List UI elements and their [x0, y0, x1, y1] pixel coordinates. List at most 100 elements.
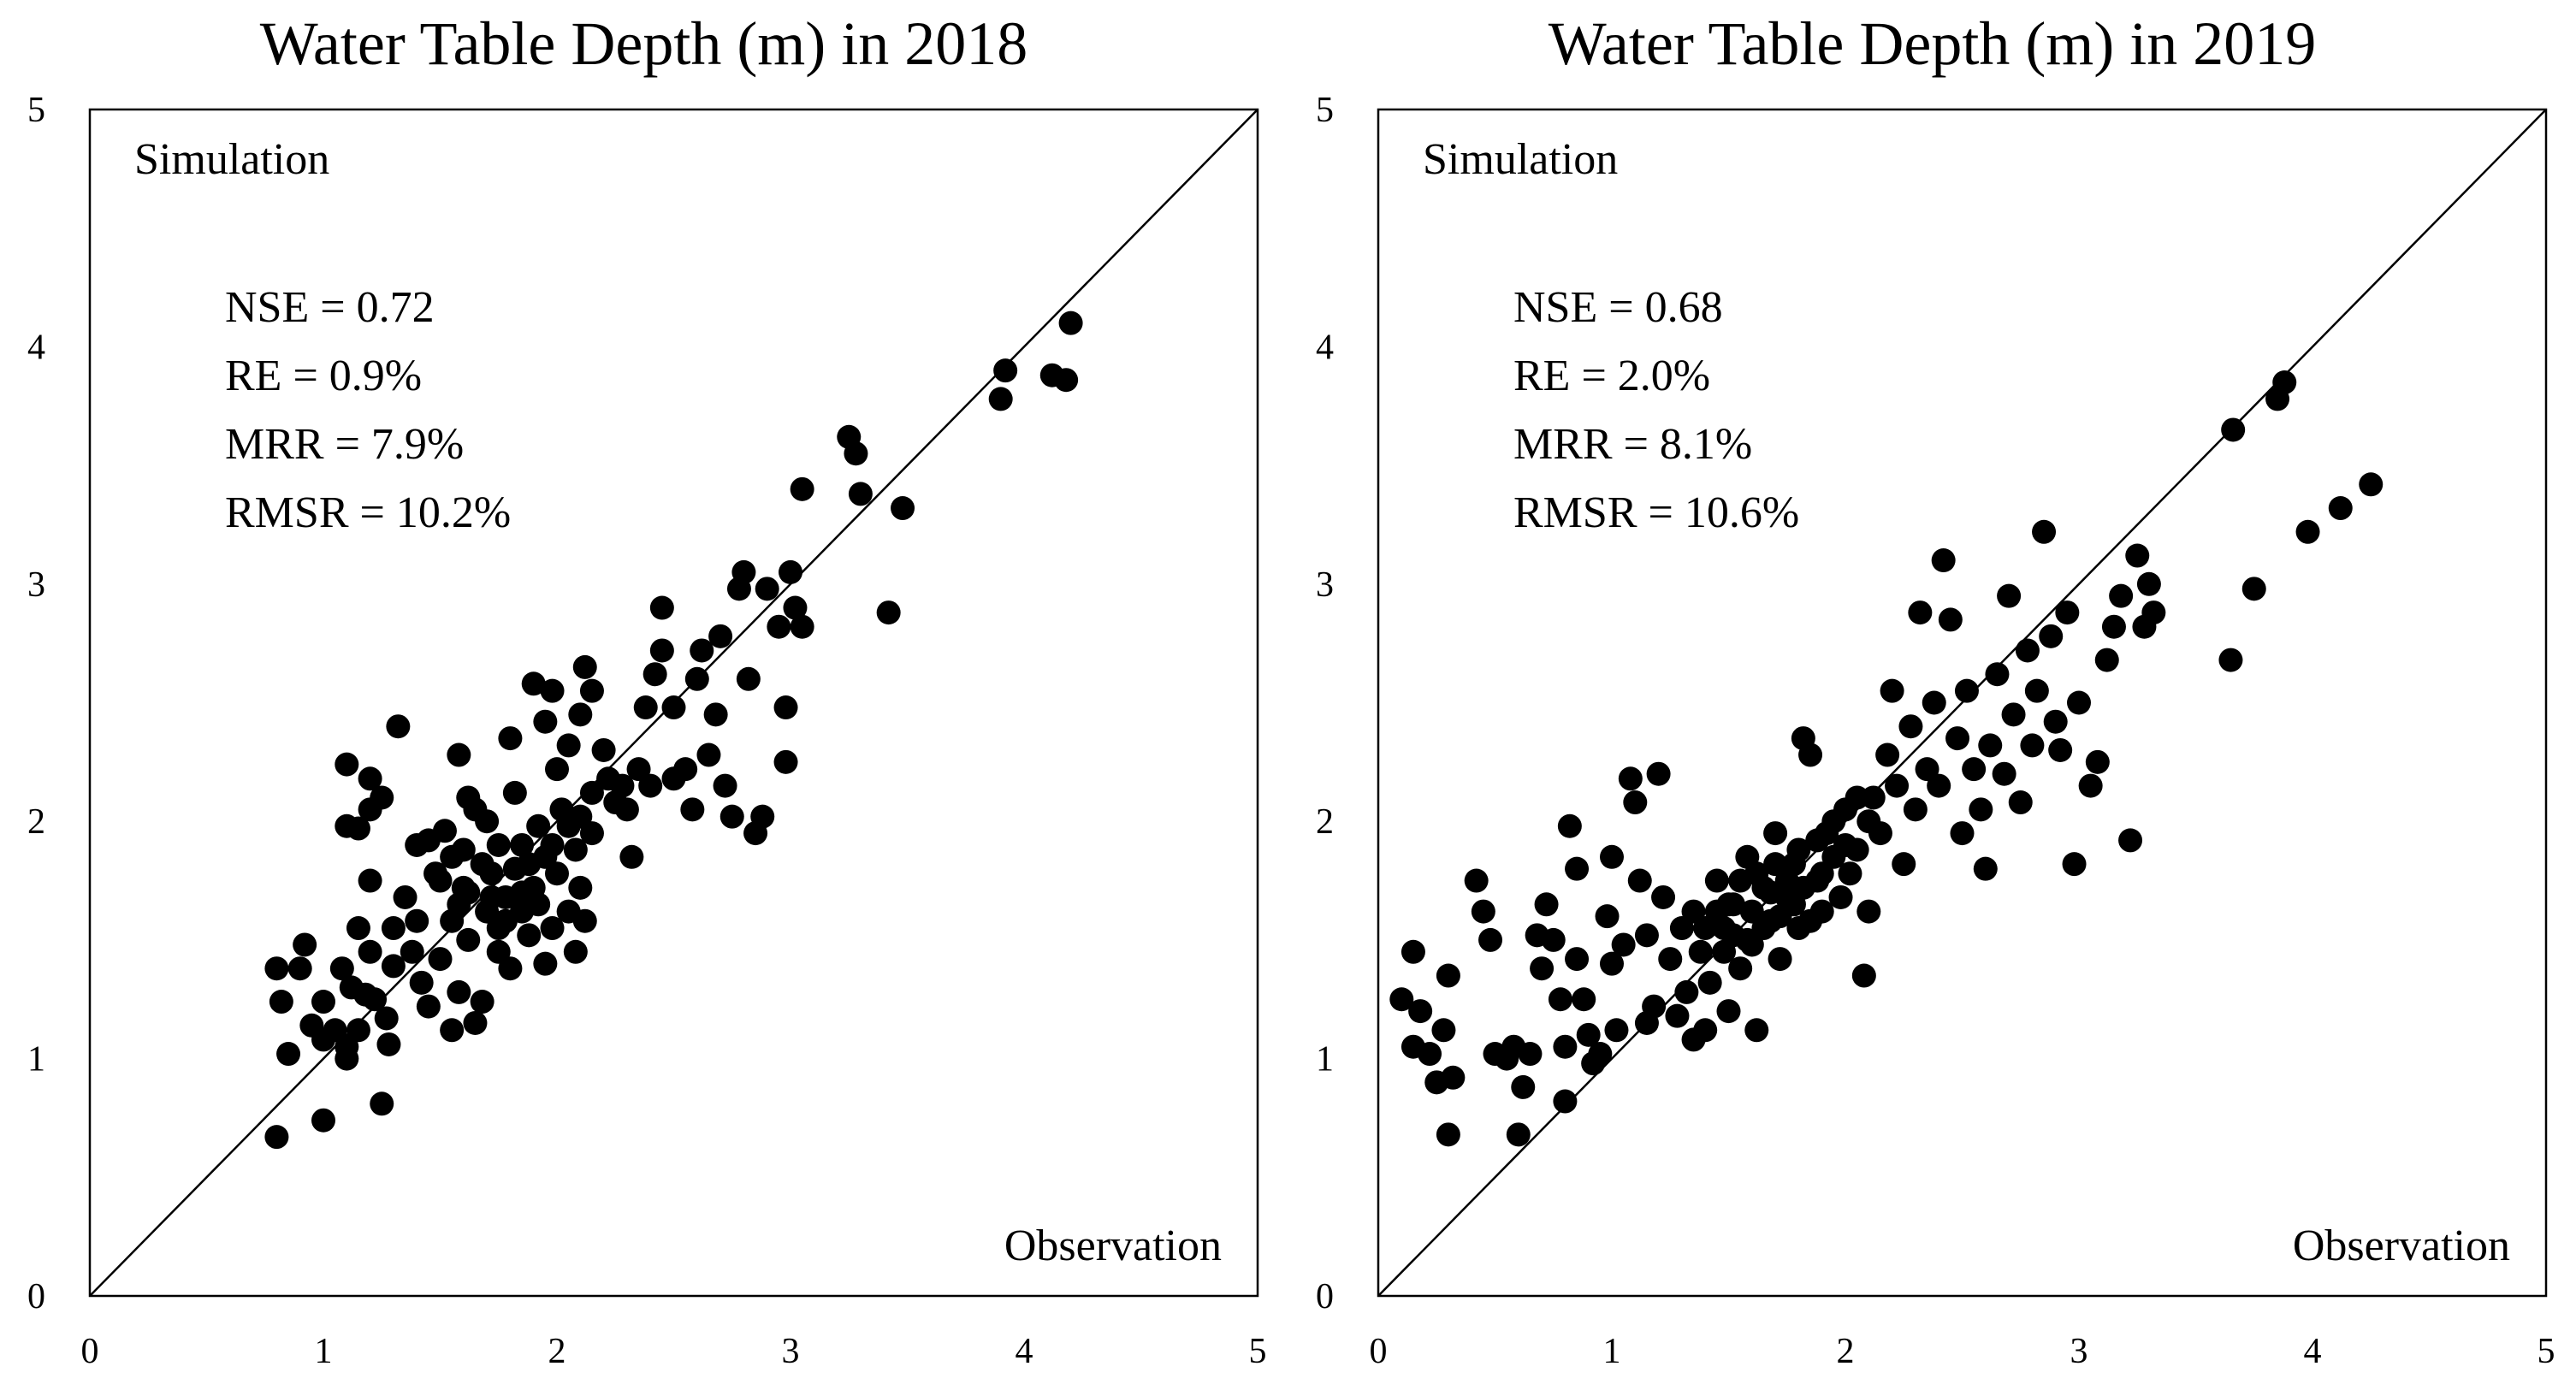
data-point — [470, 852, 494, 877]
data-point — [1892, 852, 1916, 877]
x-tick-label: 0 — [81, 1332, 99, 1371]
data-point — [1763, 852, 1788, 877]
data-point — [1945, 726, 1970, 751]
y-tick-label: 0 — [1316, 1277, 1334, 1316]
data-point — [2039, 624, 2064, 648]
data-point — [720, 804, 744, 829]
data-point — [988, 387, 1013, 411]
data-point — [844, 441, 868, 466]
data-point — [540, 678, 565, 703]
data-point — [2043, 709, 2068, 734]
data-point — [848, 482, 873, 506]
data-point — [1828, 884, 1853, 909]
data-point — [572, 908, 597, 933]
data-point — [591, 737, 616, 762]
data-point — [1728, 956, 1753, 981]
data-point — [386, 714, 411, 739]
data-point — [673, 757, 698, 782]
data-point — [783, 595, 808, 620]
data-point — [790, 614, 814, 639]
data-point — [696, 742, 721, 767]
data-point — [1436, 963, 1460, 988]
data-point — [463, 1010, 488, 1035]
data-point — [493, 908, 518, 933]
data-point — [563, 939, 588, 964]
data-point — [1418, 1042, 1442, 1067]
data-point — [428, 947, 453, 972]
data-point — [773, 695, 798, 720]
data-point — [329, 956, 354, 981]
data-point — [1833, 832, 1857, 857]
data-point — [2241, 577, 2266, 601]
data-point — [456, 927, 481, 952]
data-point — [1565, 856, 1590, 881]
data-point — [456, 785, 481, 810]
data-point — [447, 742, 471, 767]
data-point — [755, 577, 779, 601]
data-point — [432, 819, 457, 843]
chart-panel-2018: Water Table Depth (m) in 2018 0 1 2 3 4 5 0 1 2 3… — [27, 9, 1267, 1371]
data-point — [1821, 809, 1846, 834]
data-point — [1541, 927, 1566, 952]
data-point — [276, 1042, 301, 1067]
data-point — [2032, 519, 2057, 544]
data-point — [563, 837, 588, 862]
data-point — [1927, 773, 1951, 798]
x-tick-label: 5 — [1249, 1332, 1267, 1371]
data-point — [1851, 963, 1876, 988]
data-point — [1623, 790, 1648, 815]
data-point — [1600, 951, 1624, 976]
data-point — [572, 654, 597, 679]
data-point — [1950, 821, 1975, 846]
data-point — [440, 844, 465, 869]
data-point — [400, 939, 424, 964]
data-point — [638, 773, 663, 798]
data-point — [2141, 600, 2166, 625]
data-point — [370, 785, 394, 810]
data-point — [293, 932, 317, 957]
data-point — [1530, 956, 1554, 981]
stat-text: RE = 2.0% — [1513, 352, 1710, 400]
data-point — [447, 979, 471, 1004]
data-point — [1688, 939, 1713, 964]
data-point — [2218, 648, 2243, 672]
data-point — [269, 990, 293, 1014]
data-point — [1693, 916, 1718, 941]
data-point — [1908, 600, 1933, 625]
data-point — [323, 1018, 347, 1043]
data-point — [2078, 773, 2103, 798]
data-point — [1798, 908, 1823, 933]
data-point — [1588, 1042, 1613, 1067]
data-point — [1441, 1065, 1466, 1090]
data-point — [502, 780, 527, 805]
data-point — [358, 868, 382, 893]
stat-text: NSE = 0.68 — [1513, 283, 1723, 332]
data-point — [526, 892, 551, 917]
plot-frame — [1377, 108, 2548, 1298]
data-point — [1992, 761, 2016, 786]
data-point — [1681, 1027, 1706, 1052]
data-point — [510, 832, 535, 857]
data-point — [1735, 927, 1760, 952]
data-point — [2055, 600, 2080, 625]
data-point — [2015, 638, 2040, 663]
data-point — [1651, 884, 1676, 909]
data-point — [1805, 828, 1830, 853]
data-point — [579, 678, 604, 703]
data-point — [1903, 797, 1928, 822]
scatter-chart-2019: 0 1 2 3 4 5 0 1 2 3 4 5 Simulation Observation NSE = 0… — [1316, 91, 2555, 1371]
y-tick-label: 0 — [27, 1277, 45, 1316]
chart-title: Water Table Depth (m) in 2018 — [259, 9, 1028, 78]
data-point — [1985, 662, 2010, 687]
data-point — [1553, 1034, 1578, 1059]
data-point — [736, 666, 761, 691]
data-point — [2062, 852, 2087, 877]
data-point — [405, 832, 429, 857]
y-tick-label: 2 — [1316, 802, 1334, 842]
data-point — [1856, 809, 1881, 834]
data-point — [1600, 844, 1624, 869]
data-point — [568, 702, 593, 727]
data-point — [2085, 749, 2110, 774]
chart-title: Water Table Depth (m) in 2019 — [1548, 9, 2317, 78]
data-point — [363, 987, 388, 1012]
